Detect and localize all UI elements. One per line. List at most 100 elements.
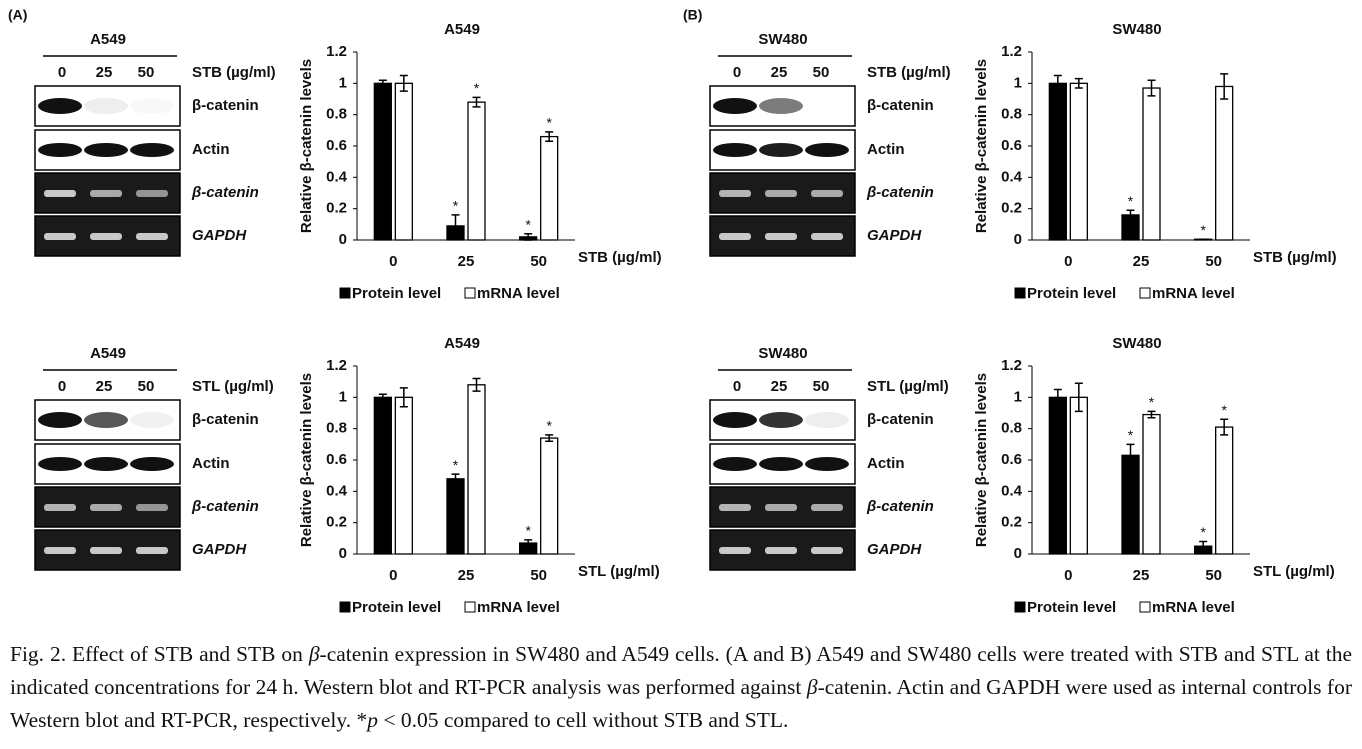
y-tick-label: 0.6 [326, 137, 347, 154]
significance-marker: * [453, 457, 459, 473]
y-tick-label: 0 [339, 231, 347, 248]
y-tick-label: 0.2 [326, 514, 347, 531]
significance-marker: * [546, 418, 552, 434]
gel-band [90, 190, 122, 197]
significance-marker: * [1200, 524, 1206, 540]
x-tick-label: 50 [530, 567, 547, 584]
y-tick-label: 0 [339, 545, 347, 562]
legend-swatch [1139, 287, 1151, 299]
gel-band [765, 547, 797, 554]
blot-band [713, 457, 757, 471]
row-label: Actin [192, 455, 230, 472]
error-bar [1220, 418, 1229, 436]
dose-label: 25 [96, 378, 113, 395]
blot-band [38, 457, 82, 471]
legend-swatch [339, 601, 351, 613]
blot-band [130, 143, 174, 157]
significance-marker: * [525, 216, 531, 232]
significance-marker: * [1128, 193, 1134, 209]
dose-label: 0 [733, 378, 741, 395]
blot-band [713, 143, 757, 157]
row-label: β-catenin [867, 97, 934, 114]
x-tick-label: 25 [458, 567, 475, 584]
y-tick-label: 1.2 [1001, 357, 1022, 374]
blot-band [805, 457, 849, 471]
significance-marker: * [525, 523, 531, 539]
error-bar [1147, 410, 1156, 419]
x-tick-label: 25 [458, 253, 475, 270]
bar [1069, 82, 1088, 241]
error-bar [472, 377, 481, 392]
error-bar [1053, 74, 1062, 92]
bar [540, 437, 559, 555]
y-tick-label: 0.2 [1001, 200, 1022, 217]
row-label: β-catenin [191, 498, 259, 515]
gel-band [719, 190, 751, 197]
caption-text: Fig. 2. Effect of STB and STB on [10, 642, 309, 666]
error-bar [399, 74, 408, 92]
significance-marker: * [1149, 394, 1155, 410]
error-bar [524, 539, 533, 547]
blot-panel: A549 0 25 50 STB (µg/ml) β-catenin Actin β-cate… [34, 31, 276, 257]
y-tick-label: 0.4 [326, 168, 348, 185]
row-label: β-catenin [191, 184, 259, 201]
gel-band [719, 233, 751, 240]
caption-text: β [308, 642, 320, 666]
error-bar [545, 434, 554, 442]
bar [394, 82, 413, 241]
dose-label: 50 [138, 64, 155, 81]
blot-band [130, 412, 174, 428]
y-tick-label: 1 [1014, 74, 1022, 91]
blot-band [759, 98, 803, 114]
caption-text: β [806, 675, 818, 699]
blot-band [38, 143, 82, 157]
dose-label: 25 [771, 64, 788, 81]
blot-band [84, 143, 128, 157]
blot-band [805, 412, 849, 428]
bar [1215, 85, 1234, 241]
dose-label: 0 [733, 64, 741, 81]
blot-band [130, 457, 174, 471]
x-axis-label: STB (µg/ml) [578, 249, 662, 266]
y-tick-label: 0.6 [326, 451, 347, 468]
error-bar [1220, 73, 1229, 100]
y-tick-label: 0.8 [326, 420, 347, 437]
y-tick-label: 0.4 [1001, 168, 1023, 185]
error-bar [545, 131, 554, 143]
row-label: GAPDH [192, 227, 247, 244]
blot-box [34, 85, 181, 127]
error-bar [1074, 382, 1083, 413]
row-label: GAPDH [192, 541, 247, 558]
bar [1048, 396, 1067, 555]
panel-label: (A) [8, 7, 27, 23]
y-tick-label: 1.2 [1001, 43, 1022, 60]
dose-label: 50 [138, 378, 155, 395]
caption-text: p [367, 708, 378, 732]
treatment-label: STB (µg/ml) [192, 64, 276, 81]
error-bar [451, 473, 460, 485]
gel-band [765, 504, 797, 511]
significance-marker: * [546, 115, 552, 131]
legend-swatch [339, 287, 351, 299]
dose-label: 25 [771, 378, 788, 395]
y-axis-label: Relative β-catenin levels [973, 59, 990, 233]
x-axis-label: STL (µg/ml) [578, 563, 660, 580]
x-tick-label: 25 [1133, 567, 1150, 584]
y-axis-label: Relative β-catenin levels [973, 373, 990, 547]
row-label: Actin [867, 141, 905, 158]
y-axis-label: Relative β-catenin levels [298, 373, 315, 547]
x-tick-label: 50 [1205, 567, 1222, 584]
y-tick-label: 0.6 [1001, 137, 1022, 154]
significance-marker: * [453, 198, 459, 214]
caption-text: < 0.05 compared to cell without STB and … [378, 708, 789, 732]
gel-band [811, 233, 843, 240]
gel-band [811, 547, 843, 554]
legend-swatch [1139, 601, 1151, 613]
blot-panel: SW480 0 25 50 STL (µg/ml) β-catenin Actin β-cat… [709, 345, 949, 571]
error-bar [1074, 77, 1083, 89]
y-tick-label: 1 [339, 388, 347, 405]
y-tick-label: 0.8 [326, 106, 347, 123]
y-tick-label: 1.2 [326, 357, 347, 374]
dose-label: 50 [813, 64, 830, 81]
